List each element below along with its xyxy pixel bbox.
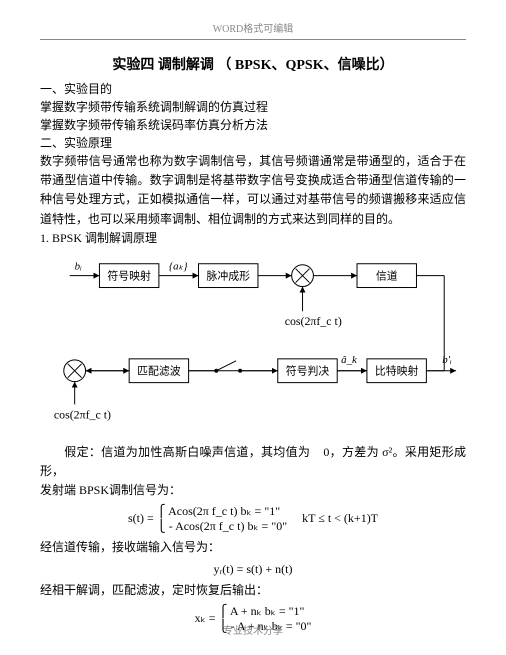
box-symbol-decide: 符号判决 — [286, 364, 330, 377]
page-footer: 专业技术分享 — [0, 622, 506, 637]
box-symbol-map: 符号映射 — [107, 268, 151, 282]
box-bit-map: 比特映射 — [375, 363, 419, 377]
header-rule — [40, 39, 466, 40]
label-bi2: b'ᵢ — [442, 354, 452, 366]
label-cos2: cos(2πf_c t) — [54, 407, 111, 421]
para-assume: 假定：信道为加性高斯白噪声信道，其均值为 0，方差为 σ²。采用矩形成形， — [40, 443, 466, 481]
section-2-heading: 二、实验原理 — [40, 134, 466, 152]
label-ak2: â_k — [341, 354, 357, 366]
bpsk-block-diagram: 符号映射 脉冲成形 信道 bᵢ {aₖ} cos(2πf_c t) cos(2π… — [40, 253, 466, 433]
para-rx: 经信道传输，接收端输入信号为： — [40, 538, 466, 557]
eq-yr: yᵣ(t) = s(t) + n(t) — [40, 562, 466, 577]
box-pulse-shape: 脉冲成形 — [206, 268, 250, 282]
page-header: WORD格式可编辑 — [40, 20, 466, 35]
doc-title: 实验四 调制解调 （ BPSK、QPSK、信噪比） — [40, 54, 466, 74]
eq-st: s(t) = ⎧ Acos(2π f_c t) bₖ = "1" ⎩ - Aco… — [40, 504, 466, 534]
label-ak: {aₖ} — [169, 260, 188, 272]
section-3-heading: 1. BPSK 调制解调原理 — [40, 229, 466, 247]
section-1-line-2: 掌握数字频带传输系统误码率仿真分析方法 — [40, 116, 466, 134]
para-demod: 经相干解调，匹配滤波，定时恢复后输出： — [40, 581, 466, 600]
para-tx: 发射端 BPSK调制信号为： — [40, 481, 466, 500]
label-cos1: cos(2πf_c t) — [285, 314, 342, 328]
label-bi: bᵢ — [75, 260, 82, 272]
section-1-line-1: 掌握数字频带传输系统调制解调的仿真过程 — [40, 98, 466, 116]
box-channel: 信道 — [376, 268, 398, 282]
section-1-heading: 一、实验目的 — [40, 80, 466, 98]
section-2-body: 数字频带信号通常也称为数字调制信号，其信号频谱通常是带通型的，适合于在带通型信道… — [40, 152, 466, 229]
box-matched-filter: 匹配滤波 — [137, 364, 181, 377]
